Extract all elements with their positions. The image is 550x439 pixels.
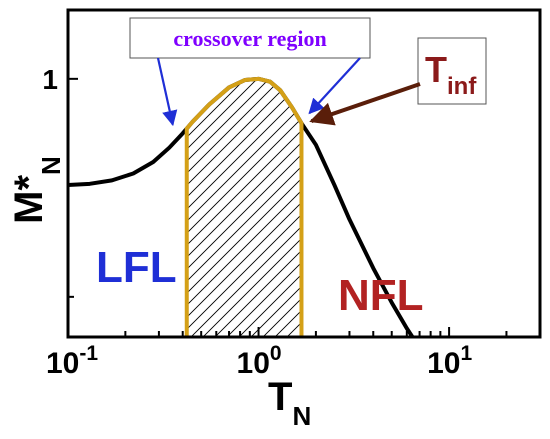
arrow-left	[156, 57, 178, 127]
hatched-area	[186, 78, 302, 337]
svg-text:crossover region: crossover region	[173, 26, 326, 51]
arrow-tinf	[309, 82, 421, 126]
t-inf-label: Tinf	[417, 37, 487, 105]
nfl-label: NFL	[338, 271, 424, 320]
crossover-shaded-region	[186, 78, 302, 337]
arrow-right	[308, 57, 361, 115]
crossover-edge	[184, 76, 304, 337]
x-tick-label: 100	[237, 342, 282, 380]
x-axis-ticks: 10-1 100 101	[46, 327, 541, 380]
y-tick-label: 1	[42, 64, 58, 95]
x-axis-label: TN	[268, 375, 311, 431]
crossover-region-label: crossover region	[129, 17, 371, 59]
y-axis-label: M*N	[7, 156, 66, 224]
crossover-edges	[184, 76, 304, 337]
plot-frame	[66, 8, 542, 339]
lfl-label: LFL	[96, 243, 177, 292]
x-tick-label: 101	[427, 342, 472, 380]
y-axis-ticks: 1	[42, 64, 78, 298]
svg-text:Tinf: Tinf	[425, 49, 477, 100]
svg-text:M*N: M*N	[7, 156, 66, 224]
annotation-arrows	[156, 57, 421, 127]
x-tick-label: 10-1	[46, 342, 98, 380]
